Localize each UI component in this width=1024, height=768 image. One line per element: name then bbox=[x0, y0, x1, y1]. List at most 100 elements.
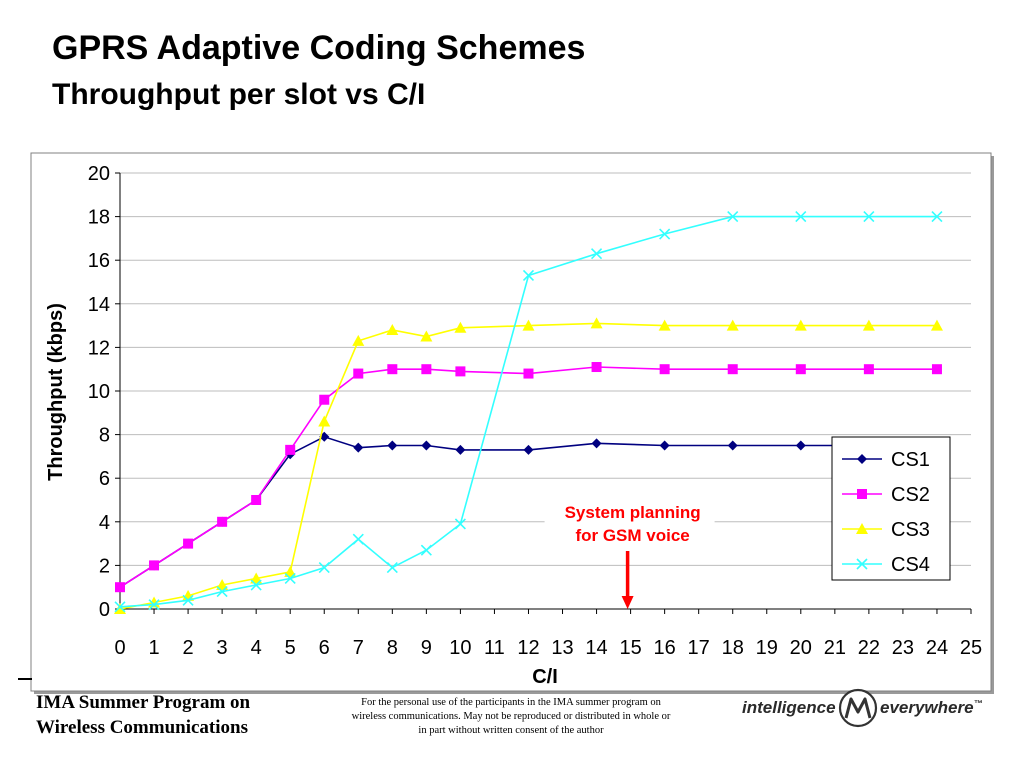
x-tick-label: 6 bbox=[319, 637, 330, 659]
data-point-cs1 bbox=[659, 440, 670, 451]
data-point-cs4 bbox=[454, 518, 466, 530]
data-point-cs4 bbox=[182, 594, 194, 606]
x-tick-label: 2 bbox=[183, 637, 194, 659]
x-tick-label: 1 bbox=[148, 637, 159, 659]
data-point-cs3 bbox=[420, 330, 433, 342]
data-point-cs1 bbox=[387, 440, 398, 451]
data-point-cs2 bbox=[863, 364, 874, 375]
data-point-cs3 bbox=[284, 565, 297, 577]
chart-legend: CS1 CS2 CS3 CS4 bbox=[831, 436, 951, 581]
data-point-cs1 bbox=[455, 444, 466, 455]
x-axis-label: C/I bbox=[532, 666, 558, 688]
data-point-cs4 bbox=[659, 228, 671, 240]
data-point-cs3 bbox=[522, 319, 535, 331]
trademark-mark: ™ bbox=[973, 698, 983, 709]
data-point-cs4 bbox=[795, 211, 807, 223]
series-line-cs3 bbox=[119, 322, 937, 610]
legend-marker-cs2 bbox=[857, 489, 867, 499]
data-point-cs4 bbox=[216, 585, 228, 598]
data-point-cs2 bbox=[285, 444, 296, 455]
legend-marker-cs1 bbox=[857, 454, 867, 464]
footer-program-name: IMA Summer Program on Wireless Communica… bbox=[36, 690, 336, 740]
series-cs4 bbox=[114, 211, 943, 613]
x-tick-label: 25 bbox=[960, 637, 982, 659]
data-point-cs1 bbox=[523, 444, 534, 455]
x-tick-label: 8 bbox=[387, 637, 398, 659]
data-point-cs4 bbox=[250, 579, 262, 591]
data-point-cs4 bbox=[352, 533, 364, 545]
data-point-cs2 bbox=[659, 364, 670, 375]
data-point-cs4 bbox=[420, 544, 432, 556]
footer-rule bbox=[18, 678, 32, 680]
data-point-cs1 bbox=[353, 442, 364, 453]
data-point-cs3 bbox=[794, 319, 807, 331]
footer-program-line: IMA Summer Program on bbox=[36, 692, 251, 713]
data-point-cs3 bbox=[352, 334, 365, 346]
data-point-cs4 bbox=[863, 211, 875, 223]
data-point-cs4 bbox=[590, 248, 603, 260]
data-point-cs3 bbox=[658, 319, 671, 331]
x-tick-label: 10 bbox=[449, 637, 471, 659]
legend-label-cs3: CS3 bbox=[891, 519, 930, 541]
data-point-cs4 bbox=[284, 572, 296, 585]
data-point-cs3 bbox=[454, 321, 467, 333]
data-point-cs3 bbox=[318, 415, 331, 427]
data-point-cs3 bbox=[862, 319, 875, 331]
legend-label-cs1: CS1 bbox=[891, 449, 930, 471]
footer-notice-line: For the personal use of the participants… bbox=[361, 697, 661, 708]
series-line-cs2 bbox=[119, 366, 937, 588]
legend-label-cs4: CS4 bbox=[891, 554, 930, 576]
x-tick-label: 5 bbox=[285, 637, 296, 659]
x-tick-label: 19 bbox=[756, 637, 778, 659]
footer-notice-line: wireless communications. May not be repr… bbox=[351, 711, 671, 722]
x-tick-label: 20 bbox=[790, 637, 812, 659]
data-point-cs2 bbox=[217, 516, 228, 527]
y-tick-label: 6 bbox=[99, 468, 110, 490]
series-cs3 bbox=[114, 317, 943, 614]
motorola-brand: intelligence everywhere™ bbox=[738, 688, 1018, 732]
y-axis-label: Throughput (kbps) bbox=[45, 303, 67, 481]
y-tick-label: 8 bbox=[99, 425, 110, 447]
legend-marker-cs3 bbox=[856, 523, 868, 534]
annotation-background bbox=[544, 498, 715, 548]
data-point-cs4 bbox=[148, 599, 160, 611]
data-point-cs4 bbox=[114, 601, 126, 613]
data-point-cs3 bbox=[726, 319, 739, 331]
x-tick-label: 14 bbox=[585, 637, 607, 659]
data-point-cs4 bbox=[931, 211, 943, 223]
data-point-cs2 bbox=[523, 368, 534, 379]
y-tick-label: 0 bbox=[99, 599, 110, 621]
data-point-cs1 bbox=[591, 438, 602, 449]
x-tick-label: 24 bbox=[926, 637, 948, 659]
x-tick-label: 11 bbox=[484, 637, 505, 659]
y-tick-label: 10 bbox=[88, 381, 110, 403]
legend-marker-cs4 bbox=[856, 558, 868, 570]
series-cs2 bbox=[115, 362, 942, 593]
y-tick-label: 18 bbox=[88, 207, 110, 229]
data-point-cs3 bbox=[930, 319, 943, 331]
footer-program-line: Wireless Communications bbox=[36, 717, 248, 738]
data-point-cs2 bbox=[149, 560, 160, 571]
data-point-cs3 bbox=[216, 579, 229, 591]
data-point-cs2 bbox=[353, 368, 364, 379]
x-tick-label: 16 bbox=[654, 637, 676, 659]
legend-box bbox=[831, 436, 951, 581]
data-point-cs3 bbox=[590, 317, 603, 329]
footer-notice-line: in part without written consent of the a… bbox=[418, 725, 604, 736]
data-point-cs2 bbox=[387, 364, 398, 375]
data-point-cs2 bbox=[421, 364, 432, 375]
brand-tagline-right-text: everywhere bbox=[880, 698, 974, 717]
x-tick-label: 3 bbox=[217, 637, 228, 659]
x-tick-label: 22 bbox=[858, 637, 880, 659]
data-point-cs2 bbox=[727, 364, 738, 375]
x-tick-label: 7 bbox=[353, 637, 364, 659]
annotation-text: for GSM voice bbox=[575, 526, 689, 545]
data-point-cs4 bbox=[727, 211, 739, 223]
data-point-cs3 bbox=[386, 323, 399, 335]
data-point-cs2 bbox=[115, 582, 125, 593]
x-tick-label: 21 bbox=[824, 637, 846, 659]
annotation-text: System planning bbox=[565, 503, 701, 522]
chart-frame bbox=[30, 152, 992, 692]
y-tick-label: 2 bbox=[99, 555, 110, 577]
